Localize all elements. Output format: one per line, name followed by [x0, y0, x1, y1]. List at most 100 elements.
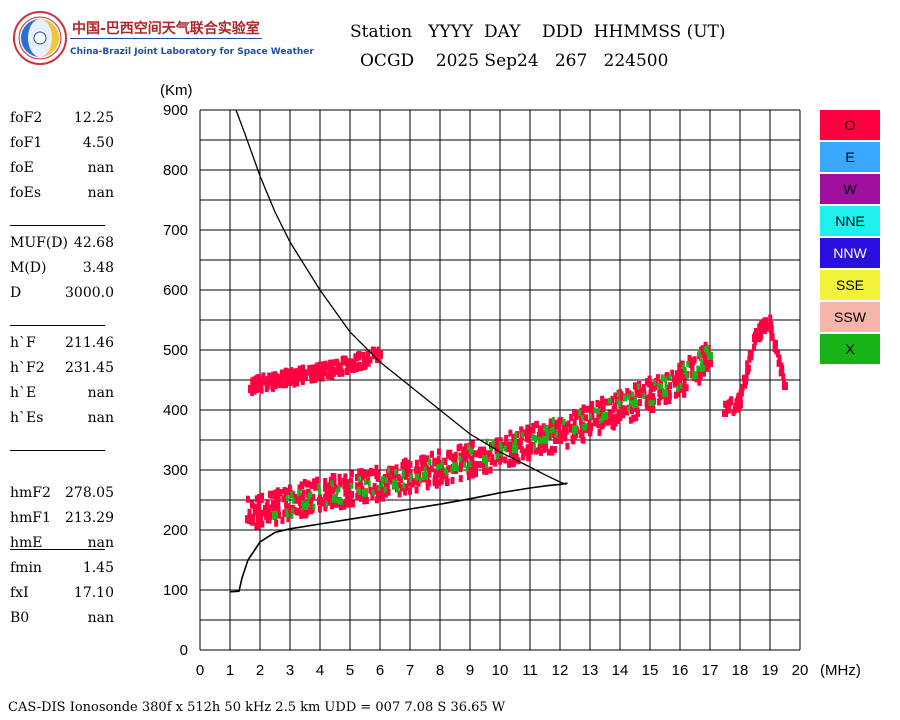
echo-point	[700, 349, 705, 357]
echo-point	[690, 365, 695, 373]
echo-point	[498, 441, 502, 448]
echo-point	[403, 488, 408, 496]
echo-point	[314, 483, 319, 491]
echo-point	[696, 365, 700, 372]
echo-point	[276, 500, 281, 508]
separator	[10, 450, 105, 451]
echo-point	[256, 522, 261, 530]
echo-point	[261, 372, 266, 380]
echo-point	[299, 492, 304, 500]
y-tick-label: 700	[163, 222, 188, 239]
echo-point	[498, 457, 503, 465]
echo-point	[290, 491, 294, 498]
echo-point	[508, 429, 513, 437]
echo-point	[439, 463, 443, 470]
echo-point	[276, 495, 281, 503]
echo-point	[317, 483, 321, 490]
echo-point	[464, 455, 469, 463]
echo-point	[483, 449, 488, 457]
y-tick-label: 200	[163, 522, 188, 539]
echo-point	[432, 479, 437, 487]
echo-point	[381, 475, 385, 482]
echo-point	[588, 413, 592, 420]
echo-point	[313, 364, 318, 372]
echo-point	[703, 341, 708, 349]
echo-point	[634, 396, 638, 403]
echo-point	[395, 486, 399, 493]
echo-point	[499, 444, 503, 451]
echo-point	[371, 489, 375, 496]
echo-point	[739, 389, 744, 397]
echo-point	[337, 473, 342, 481]
echo-point	[474, 470, 479, 478]
echo-point	[264, 502, 269, 510]
echo-point	[580, 430, 585, 438]
echo-point	[335, 488, 339, 495]
echo-point	[317, 361, 322, 369]
echo-point	[705, 345, 709, 352]
echo-point	[283, 493, 288, 501]
echo-point	[531, 434, 535, 441]
echo-point	[461, 446, 466, 454]
echo-point	[309, 499, 314, 507]
echo-point	[437, 478, 442, 486]
echo-point	[620, 409, 625, 417]
echo-point	[330, 480, 334, 487]
echo-point	[702, 353, 707, 361]
echo-point	[267, 504, 272, 512]
echo-point	[611, 423, 616, 431]
echo-point	[250, 388, 255, 396]
echo-point	[394, 468, 398, 475]
echo-point	[629, 402, 634, 410]
separator	[10, 325, 105, 326]
echo-point	[768, 321, 773, 329]
echo-point	[495, 437, 500, 445]
echo-point	[277, 380, 282, 388]
echo-point	[440, 459, 444, 466]
echo-point	[311, 493, 316, 501]
echo-point	[331, 486, 336, 494]
echo-point	[563, 432, 568, 440]
echo-point	[537, 436, 541, 443]
echo-point	[256, 493, 261, 501]
logo-chinese-text: 中国-巴西空间天气联合实验室	[72, 21, 260, 37]
echo-point	[285, 368, 290, 376]
echo-point	[317, 505, 322, 513]
echo-point	[618, 414, 623, 422]
echo-point	[470, 459, 475, 467]
echo-point	[423, 466, 427, 473]
echo-point	[733, 402, 738, 410]
echo-point	[551, 417, 555, 424]
echo-point	[558, 430, 563, 438]
echo-point	[682, 380, 687, 388]
echo-point	[677, 364, 682, 372]
echo-point	[769, 325, 774, 333]
echo-point	[597, 428, 602, 436]
echo-point	[596, 408, 600, 415]
echo-point	[429, 450, 434, 458]
echo-point	[616, 417, 621, 425]
echo-point	[409, 473, 413, 480]
echo-point	[402, 482, 406, 489]
echo-point	[485, 462, 489, 469]
echo-point	[359, 468, 364, 476]
echo-point	[676, 385, 680, 392]
echo-point	[303, 511, 308, 519]
echo-point	[483, 467, 488, 475]
echo-point	[355, 474, 360, 482]
echo-point	[329, 360, 334, 368]
echo-point	[342, 358, 347, 366]
echo-point	[553, 437, 558, 445]
echo-point	[386, 488, 391, 496]
echo-point	[387, 467, 391, 474]
echo-point	[314, 368, 319, 376]
echo-point	[453, 451, 458, 459]
echo-point	[541, 428, 546, 436]
echo-point	[427, 466, 432, 474]
echo-point	[436, 448, 441, 456]
x-tick-label: 1	[226, 662, 234, 679]
echo-point	[657, 390, 662, 398]
echo-point	[627, 405, 631, 412]
echo-point	[283, 509, 288, 517]
echo-point	[337, 485, 341, 492]
